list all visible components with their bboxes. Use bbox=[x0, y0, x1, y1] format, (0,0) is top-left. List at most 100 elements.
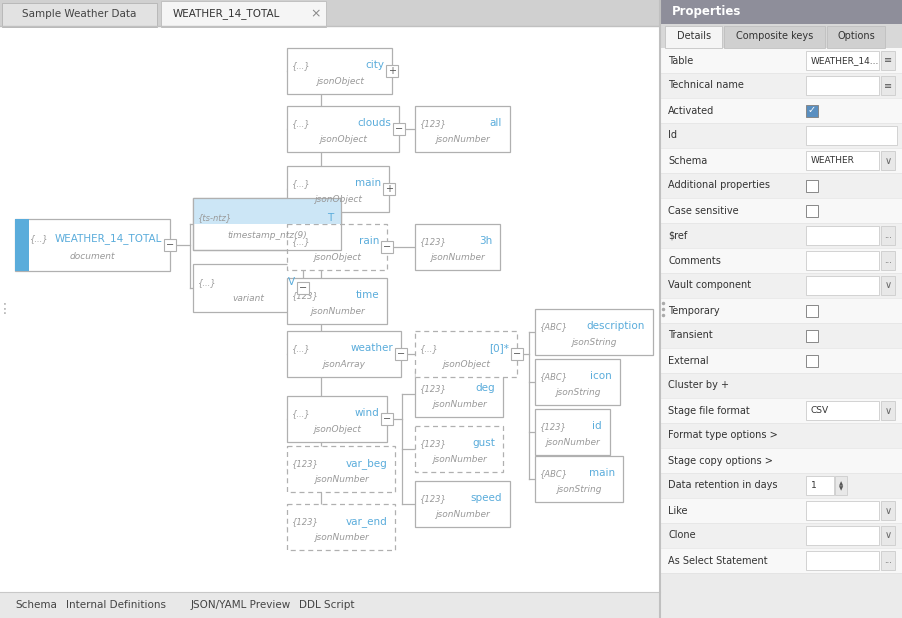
Text: jsonObject: jsonObject bbox=[315, 77, 363, 86]
Text: {ABC}: {ABC} bbox=[539, 322, 567, 331]
Text: Activated: Activated bbox=[667, 106, 713, 116]
Text: 1: 1 bbox=[810, 481, 815, 490]
Bar bbox=[659, 373, 902, 398]
Text: Internal Definitions: Internal Definitions bbox=[66, 600, 166, 610]
Bar bbox=[805, 51, 878, 70]
Bar bbox=[805, 329, 817, 342]
Text: wind: wind bbox=[354, 408, 379, 418]
Bar bbox=[659, 73, 902, 98]
Text: {ts-ntz}: {ts-ntz} bbox=[198, 213, 232, 222]
Text: jsonObject: jsonObject bbox=[318, 135, 366, 143]
Text: −: − bbox=[394, 124, 402, 134]
Bar bbox=[287, 106, 399, 152]
Text: Schema: Schema bbox=[15, 600, 57, 610]
Text: {...}: {...} bbox=[291, 61, 310, 70]
Bar bbox=[723, 26, 824, 48]
Bar bbox=[415, 481, 510, 527]
Bar bbox=[659, 548, 902, 573]
Text: ∨: ∨ bbox=[883, 530, 890, 541]
Bar bbox=[659, 348, 902, 373]
Text: jsonNumber: jsonNumber bbox=[313, 533, 368, 541]
Bar bbox=[880, 526, 894, 545]
Text: −: − bbox=[382, 414, 391, 424]
Bar bbox=[0, 0, 659, 26]
Text: jsonObject: jsonObject bbox=[442, 360, 490, 368]
Text: ...: ... bbox=[883, 231, 891, 240]
Bar bbox=[880, 501, 894, 520]
Text: jsonString: jsonString bbox=[554, 387, 600, 397]
Text: −: − bbox=[299, 283, 307, 293]
Bar bbox=[659, 198, 902, 223]
Bar bbox=[287, 396, 387, 442]
Bar bbox=[511, 348, 522, 360]
Text: Temporary: Temporary bbox=[667, 305, 719, 316]
Text: T: T bbox=[327, 213, 333, 222]
Text: time: time bbox=[355, 290, 379, 300]
Text: city: city bbox=[364, 61, 383, 70]
Text: jsonObject: jsonObject bbox=[313, 253, 361, 261]
Text: {...}: {...} bbox=[419, 344, 438, 353]
Bar bbox=[880, 276, 894, 295]
Text: WEATHER_14_TOTAL: WEATHER_14_TOTAL bbox=[54, 234, 161, 244]
Text: var_beg: var_beg bbox=[345, 458, 387, 469]
Bar bbox=[193, 198, 341, 224]
Bar bbox=[834, 476, 846, 495]
Bar bbox=[287, 446, 394, 492]
Bar bbox=[287, 331, 400, 377]
Text: jsonNumber: jsonNumber bbox=[309, 307, 364, 316]
Text: deg: deg bbox=[474, 384, 494, 394]
Bar bbox=[880, 401, 894, 420]
Text: Vault component: Vault component bbox=[667, 281, 750, 290]
Bar bbox=[659, 523, 902, 548]
Text: clouds: clouds bbox=[356, 119, 391, 129]
Text: ▲: ▲ bbox=[838, 481, 842, 486]
Bar bbox=[381, 413, 392, 425]
Text: Technical name: Technical name bbox=[667, 80, 743, 90]
Bar bbox=[534, 409, 610, 455]
Bar bbox=[161, 1, 326, 27]
Bar bbox=[0, 592, 659, 618]
Bar bbox=[287, 278, 387, 324]
Text: Details: Details bbox=[676, 31, 710, 41]
Text: jsonNumber: jsonNumber bbox=[429, 253, 484, 261]
Text: V: V bbox=[288, 277, 295, 287]
Bar bbox=[805, 401, 878, 420]
Text: Data retention in days: Data retention in days bbox=[667, 481, 777, 491]
Bar bbox=[534, 309, 652, 355]
Text: {123}: {123} bbox=[291, 291, 318, 300]
Text: −: − bbox=[382, 242, 391, 252]
Bar bbox=[805, 501, 878, 520]
Bar bbox=[805, 179, 817, 192]
Bar bbox=[665, 26, 722, 48]
Bar bbox=[193, 198, 341, 250]
Text: As Select Statement: As Select Statement bbox=[667, 556, 767, 565]
Text: ∨: ∨ bbox=[883, 405, 890, 415]
Text: Additional properties: Additional properties bbox=[667, 180, 769, 190]
Text: Sample Weather Data: Sample Weather Data bbox=[23, 9, 136, 19]
Bar bbox=[880, 51, 894, 70]
Bar bbox=[415, 106, 510, 152]
Text: Composite keys: Composite keys bbox=[735, 31, 813, 41]
Bar bbox=[415, 224, 500, 270]
Text: {...}: {...} bbox=[291, 119, 310, 128]
Text: var_end: var_end bbox=[345, 516, 387, 527]
Bar bbox=[659, 473, 902, 498]
Bar bbox=[0, 26, 659, 592]
Bar bbox=[805, 476, 833, 495]
Text: {...}: {...} bbox=[291, 179, 310, 188]
Bar bbox=[15, 219, 29, 271]
Text: jsonObject: jsonObject bbox=[314, 195, 362, 203]
Bar bbox=[0, 0, 659, 618]
Text: +: + bbox=[384, 184, 392, 194]
Bar bbox=[659, 248, 902, 273]
Text: icon: icon bbox=[590, 371, 612, 381]
Bar bbox=[392, 123, 405, 135]
Bar bbox=[534, 456, 622, 502]
Text: $ref: $ref bbox=[667, 231, 686, 240]
Text: {...}: {...} bbox=[291, 344, 310, 353]
Text: −: − bbox=[397, 349, 405, 359]
Bar bbox=[385, 65, 398, 77]
Bar bbox=[659, 148, 902, 173]
Bar bbox=[287, 166, 389, 212]
Text: Table: Table bbox=[667, 56, 693, 66]
